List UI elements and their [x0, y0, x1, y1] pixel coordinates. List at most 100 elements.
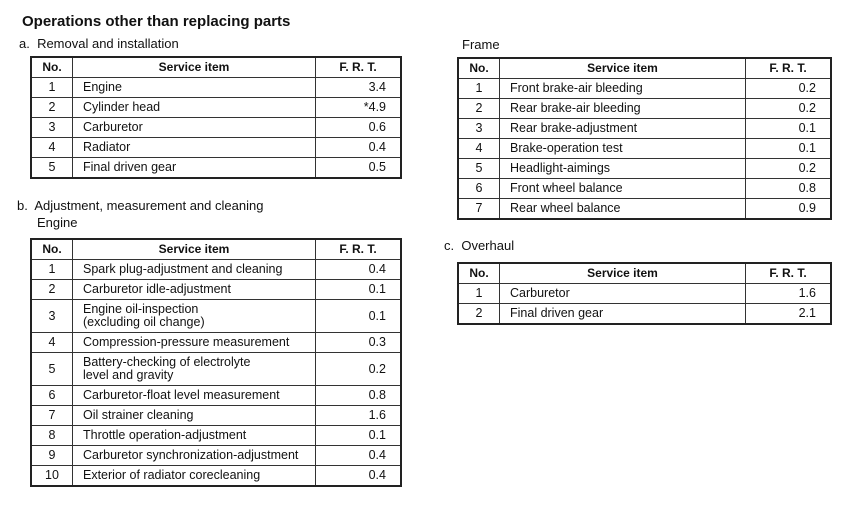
table-row: 7 Rear wheel balance 0.9: [457, 198, 832, 220]
table-cell: 2: [457, 303, 500, 325]
table-cell: 5: [457, 158, 500, 179]
table-cell: Rear brake-air bleeding: [499, 98, 746, 119]
table-cell: 0.8: [745, 178, 832, 199]
table-cell: 0.1: [315, 425, 402, 446]
column-header: No.: [457, 57, 500, 79]
table-cell: 1: [457, 78, 500, 99]
table-cell: 1: [457, 283, 500, 304]
table-cell: 4: [30, 332, 73, 353]
table-cell: *4.9: [315, 97, 402, 118]
table-cell: 2.1: [745, 303, 832, 325]
page-title: Operations other than replacing parts: [22, 13, 291, 30]
table-cell: 10: [30, 465, 73, 487]
table: No. Service item F. R. T. 1 Carburetor 1.6 2 Fi…: [457, 262, 832, 325]
table-cell: 1: [30, 259, 73, 280]
column-header: No.: [30, 56, 73, 78]
table-cell: 1.6: [745, 283, 832, 304]
table: No. Service item F. R. T. 1 Spark plug-adjus…: [30, 238, 402, 487]
section-label: b. Adjustment, measurement and cleaning: [17, 198, 264, 213]
table-cell: Rear brake-adjustment: [499, 118, 746, 139]
table-cell: 0.1: [745, 138, 832, 159]
table-cell: Throttle operation-adjustment: [72, 425, 316, 446]
table-cell: 0.2: [745, 78, 832, 99]
table-cell: 0.4: [315, 259, 402, 280]
table-cell: 7: [457, 198, 500, 220]
header-row: No. Service item F. R. T.: [457, 57, 832, 79]
table-cell: Compression-pressure measurement: [72, 332, 316, 353]
table-row: 3 Engine oil-inspection (excluding oil ch…: [30, 299, 402, 333]
table-cell: 0.6: [315, 117, 402, 138]
table-cell: Rear wheel balance: [499, 198, 746, 220]
table-cell: 1.6: [315, 405, 402, 426]
table-cell: 0.2: [745, 158, 832, 179]
table-cell: Final driven gear: [72, 157, 316, 179]
table-cell: 0.4: [315, 465, 402, 487]
table-row: 4 Radiator 0.4: [30, 137, 402, 158]
section-sublabel: Engine: [37, 215, 78, 230]
column-header: Service item: [72, 56, 316, 78]
table-cell: Front brake-air bleeding: [499, 78, 746, 99]
table-row: 1 Front brake-air bleeding 0.2: [457, 78, 832, 99]
table-cell: Front wheel balance: [499, 178, 746, 199]
table-row: 10 Exterior of radiator corecleaning 0.4: [30, 465, 402, 487]
table-row: 3 Carburetor 0.6: [30, 117, 402, 138]
table-cell: 7: [30, 405, 73, 426]
table-cell: Engine oil-inspection (excluding oil cha…: [72, 299, 316, 333]
table-cell: 8: [30, 425, 73, 446]
table-cell: 0.1: [745, 118, 832, 139]
table-row: 4 Brake-operation test 0.1: [457, 138, 832, 159]
table-cell: 0.4: [315, 137, 402, 158]
table: No. Service item F. R. T. 1 Front brake-air …: [457, 57, 832, 220]
header-row: No. Service item F. R. T.: [30, 238, 402, 260]
table-row: 6 Carburetor-float level measurement 0.8: [30, 385, 402, 406]
table-cell: Spark plug-adjustment and cleaning: [72, 259, 316, 280]
table-cell: 0.8: [315, 385, 402, 406]
table-row: 9 Carburetor synchronization-adjustment 0.…: [30, 445, 402, 466]
column-header: F. R. T.: [745, 262, 832, 284]
column-header: Service item: [72, 238, 316, 260]
table-cell: Exterior of radiator corecleaning: [72, 465, 316, 487]
table-cell: 4: [30, 137, 73, 158]
table-cell: Carburetor: [499, 283, 746, 304]
table-cell: 0.2: [745, 98, 832, 119]
table-cell: 6: [30, 385, 73, 406]
header-row: No. Service item F. R. T.: [457, 262, 832, 284]
table: No. Service item F. R. T. 1 Engine 3.4 2 Cylind…: [30, 56, 402, 179]
column-header: F. R. T.: [745, 57, 832, 79]
table-cell: 3: [30, 299, 73, 333]
table-cell: Headlight-aimings: [499, 158, 746, 179]
table-cell: 6: [457, 178, 500, 199]
table-cell: 2: [30, 97, 73, 118]
table-cell: Battery-checking of electrolyte level an…: [72, 352, 316, 386]
table-cell: 0.1: [315, 279, 402, 300]
table-row: 1 Carburetor 1.6: [457, 283, 832, 304]
table-row: 2 Carburetor idle-adjustment 0.1: [30, 279, 402, 300]
section-label: Frame: [462, 37, 500, 52]
table-row: 1 Engine 3.4: [30, 77, 402, 98]
column-header: No.: [30, 238, 73, 260]
table-cell: 9: [30, 445, 73, 466]
table-cell: 0.2: [315, 352, 402, 386]
table-cell: Engine: [72, 77, 316, 98]
table-cell: Carburetor: [72, 117, 316, 138]
column-header: No.: [457, 262, 500, 284]
table-cell: 5: [30, 352, 73, 386]
section-label: c. Overhaul: [444, 238, 515, 253]
table-cell: Radiator: [72, 137, 316, 158]
table-row: 2 Cylinder head *4.9: [30, 97, 402, 118]
header-row: No. Service item F. R. T.: [30, 56, 402, 78]
table-cell: Carburetor-float level measurement: [72, 385, 316, 406]
table-cell: Brake-operation test: [499, 138, 746, 159]
table-row: 2 Final driven gear 2.1: [457, 303, 832, 325]
table-row: 4 Compression-pressure measurement 0.3: [30, 332, 402, 353]
column-header: F. R. T.: [315, 56, 402, 78]
column-header: Service item: [499, 57, 746, 79]
table-cell: 3: [30, 117, 73, 138]
table-cell: 0.1: [315, 299, 402, 333]
table-row: 6 Front wheel balance 0.8: [457, 178, 832, 199]
table-row: 7 Oil strainer cleaning 1.6: [30, 405, 402, 426]
table-cell: 0.4: [315, 445, 402, 466]
table-cell: Carburetor synchronization-adjustment: [72, 445, 316, 466]
table-cell: 2: [457, 98, 500, 119]
section-label: a. Removal and installation: [19, 36, 179, 51]
